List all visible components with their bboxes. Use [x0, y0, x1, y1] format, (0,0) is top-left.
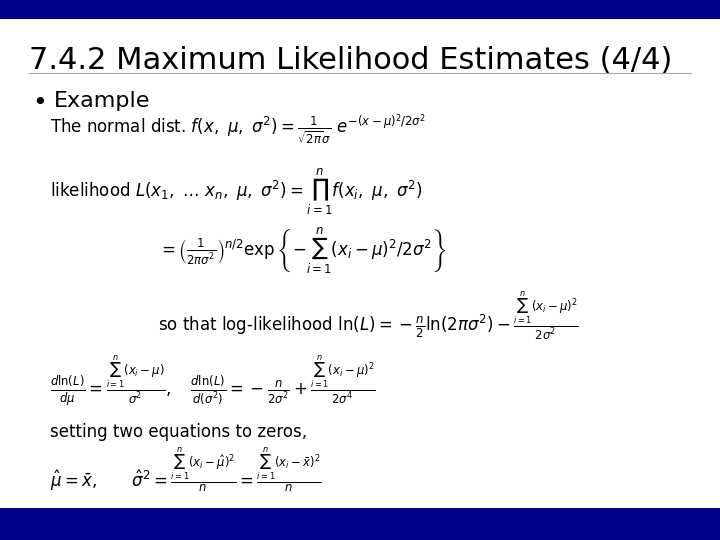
Text: $= \left(\frac{1}{2\pi\sigma^2}\right)^{n/2} \exp\left\{-\sum_{i=1}^{n}(x_i - \m: $= \left(\frac{1}{2\pi\sigma^2}\right)^{…	[158, 226, 447, 276]
Text: setting two equations to zeros,: setting two equations to zeros,	[50, 423, 307, 441]
Text: •: •	[32, 91, 47, 114]
Text: 7.4.2 Maximum Likelihood Estimates (4/4): 7.4.2 Maximum Likelihood Estimates (4/4)	[29, 46, 672, 75]
Text: $\hat{\mu} = \bar{x}, \qquad \hat{\sigma}^2 = \frac{\sum_{i=1}^{n}(x_i - \hat{\m: $\hat{\mu} = \bar{x}, \qquad \hat{\sigma…	[50, 446, 322, 494]
Bar	[0, 508, 720, 540]
Text: The normal dist. $f(x,\ \mu,\ \sigma^2) = \frac{1}{\sqrt{2\pi}\sigma}\ e^{-(x-\m: The normal dist. $f(x,\ \mu,\ \sigma^2) …	[50, 112, 426, 147]
Text: likelihood $L(x_1,\ \ldots\ x_n,\ \mu,\ \sigma^2) = \prod_{i=1}^{n} f(x_i,\ \mu,: likelihood $L(x_1,\ \ldots\ x_n,\ \mu,\ …	[50, 167, 423, 217]
Text: $\frac{d\ln(L)}{d\mu} = \frac{\sum_{i=1}^{n}(x_i - \mu)}{\sigma^2},\quad \frac{d: $\frac{d\ln(L)}{d\mu} = \frac{\sum_{i=1}…	[50, 353, 376, 408]
Text: NIPRL: NIPRL	[29, 515, 89, 533]
Text: so that log-likelihood $\ln(L) = -\frac{n}{2}\ln(2\pi\sigma^2) - \frac{\sum_{i=1: so that log-likelihood $\ln(L) = -\frac{…	[158, 289, 580, 342]
Text: KAIST: KAIST	[631, 515, 691, 533]
Text: Example: Example	[54, 91, 150, 111]
Bar	[0, 0, 720, 19]
